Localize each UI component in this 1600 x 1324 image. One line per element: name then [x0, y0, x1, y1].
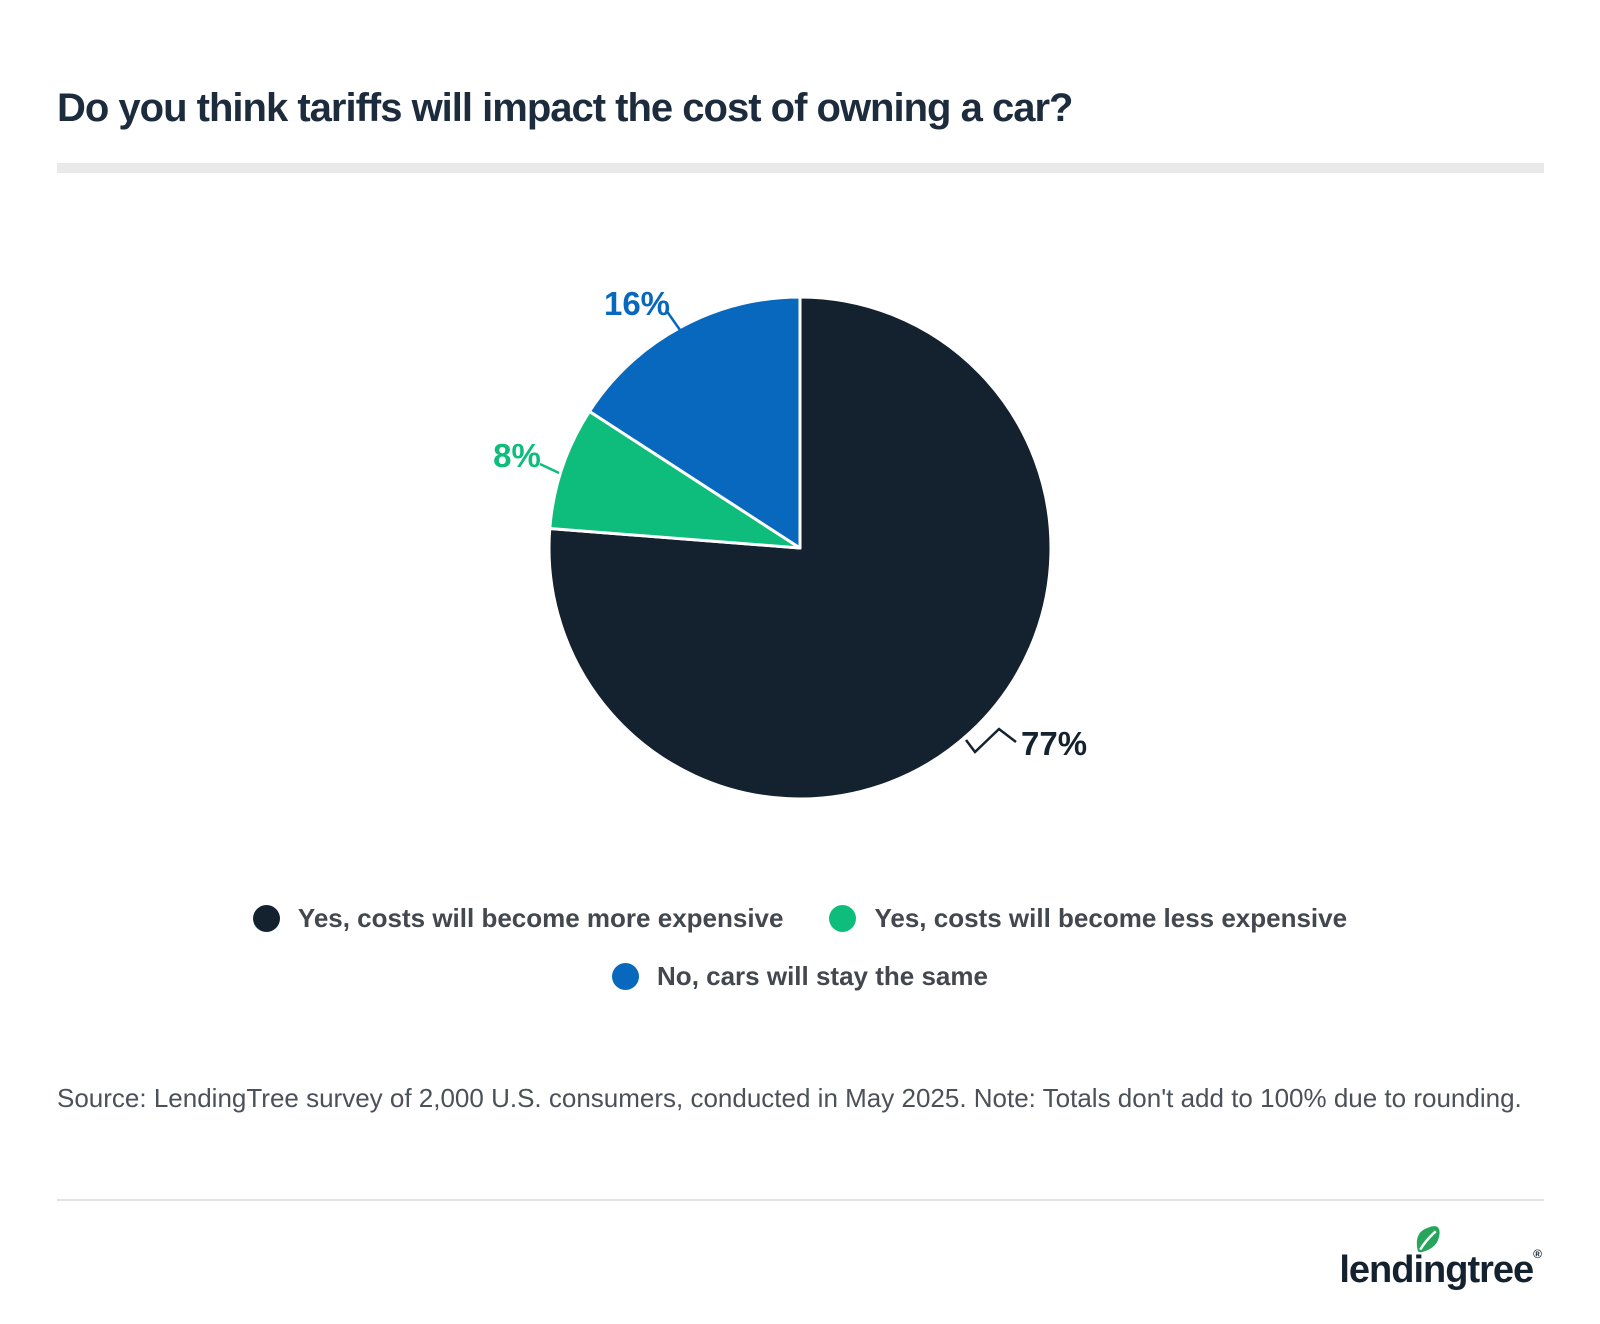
legend-item-more-expensive: Yes, costs will become more expensive: [252, 903, 784, 934]
page-title: Do you think tariffs will impact the cos…: [57, 86, 1073, 130]
pie-slice-8%: [548, 409, 802, 550]
chart-legend: Yes, costs will become more expensive Ye…: [0, 903, 1600, 992]
pie-slice-16%: [587, 295, 802, 550]
legend-row-1: Yes, costs will become more expensive Ye…: [252, 903, 1347, 934]
leaf-vein: [1419, 1230, 1437, 1251]
connector-16-percent: [664, 309, 682, 331]
legend-swatch-more-expensive: [252, 905, 280, 932]
legend-swatch-less-expensive: [829, 905, 857, 932]
legend-label-more-expensive: Yes, costs will become more expensive: [297, 903, 784, 933]
pie-slices: [547, 295, 1053, 801]
connector-8-percent: [539, 462, 560, 475]
footer-divider: [57, 1199, 1544, 1201]
legend-item-less-expensive: Yes, costs will become less expensive: [829, 903, 1347, 934]
legend-swatch-stay-same: [612, 963, 640, 990]
legend-item-stay-same: No, cars will stay the same: [612, 961, 988, 992]
legend-label-stay-same: No, cars will stay the same: [657, 961, 988, 991]
logo-wordmark: lendingtree: [1339, 1249, 1534, 1291]
title-divider: [57, 163, 1544, 173]
slice-label-8-percent: 8%: [493, 437, 541, 474]
slice-label-16-percent: 16%: [604, 285, 670, 322]
source-note: Source: LendingTree survey of 2,000 U.S.…: [57, 1083, 1522, 1113]
leaf-icon: [1417, 1226, 1440, 1253]
legend-label-less-expensive: Yes, costs will become less expensive: [874, 903, 1348, 933]
legend-row-2: No, cars will stay the same: [612, 961, 988, 992]
slice-label-77-percent: 77%: [1021, 725, 1087, 762]
lendingtree-logo: lendingtree®: [1339, 1226, 1542, 1299]
connector-77-percent: [965, 727, 1017, 754]
registered-trademark: ®: [1533, 1247, 1542, 1261]
